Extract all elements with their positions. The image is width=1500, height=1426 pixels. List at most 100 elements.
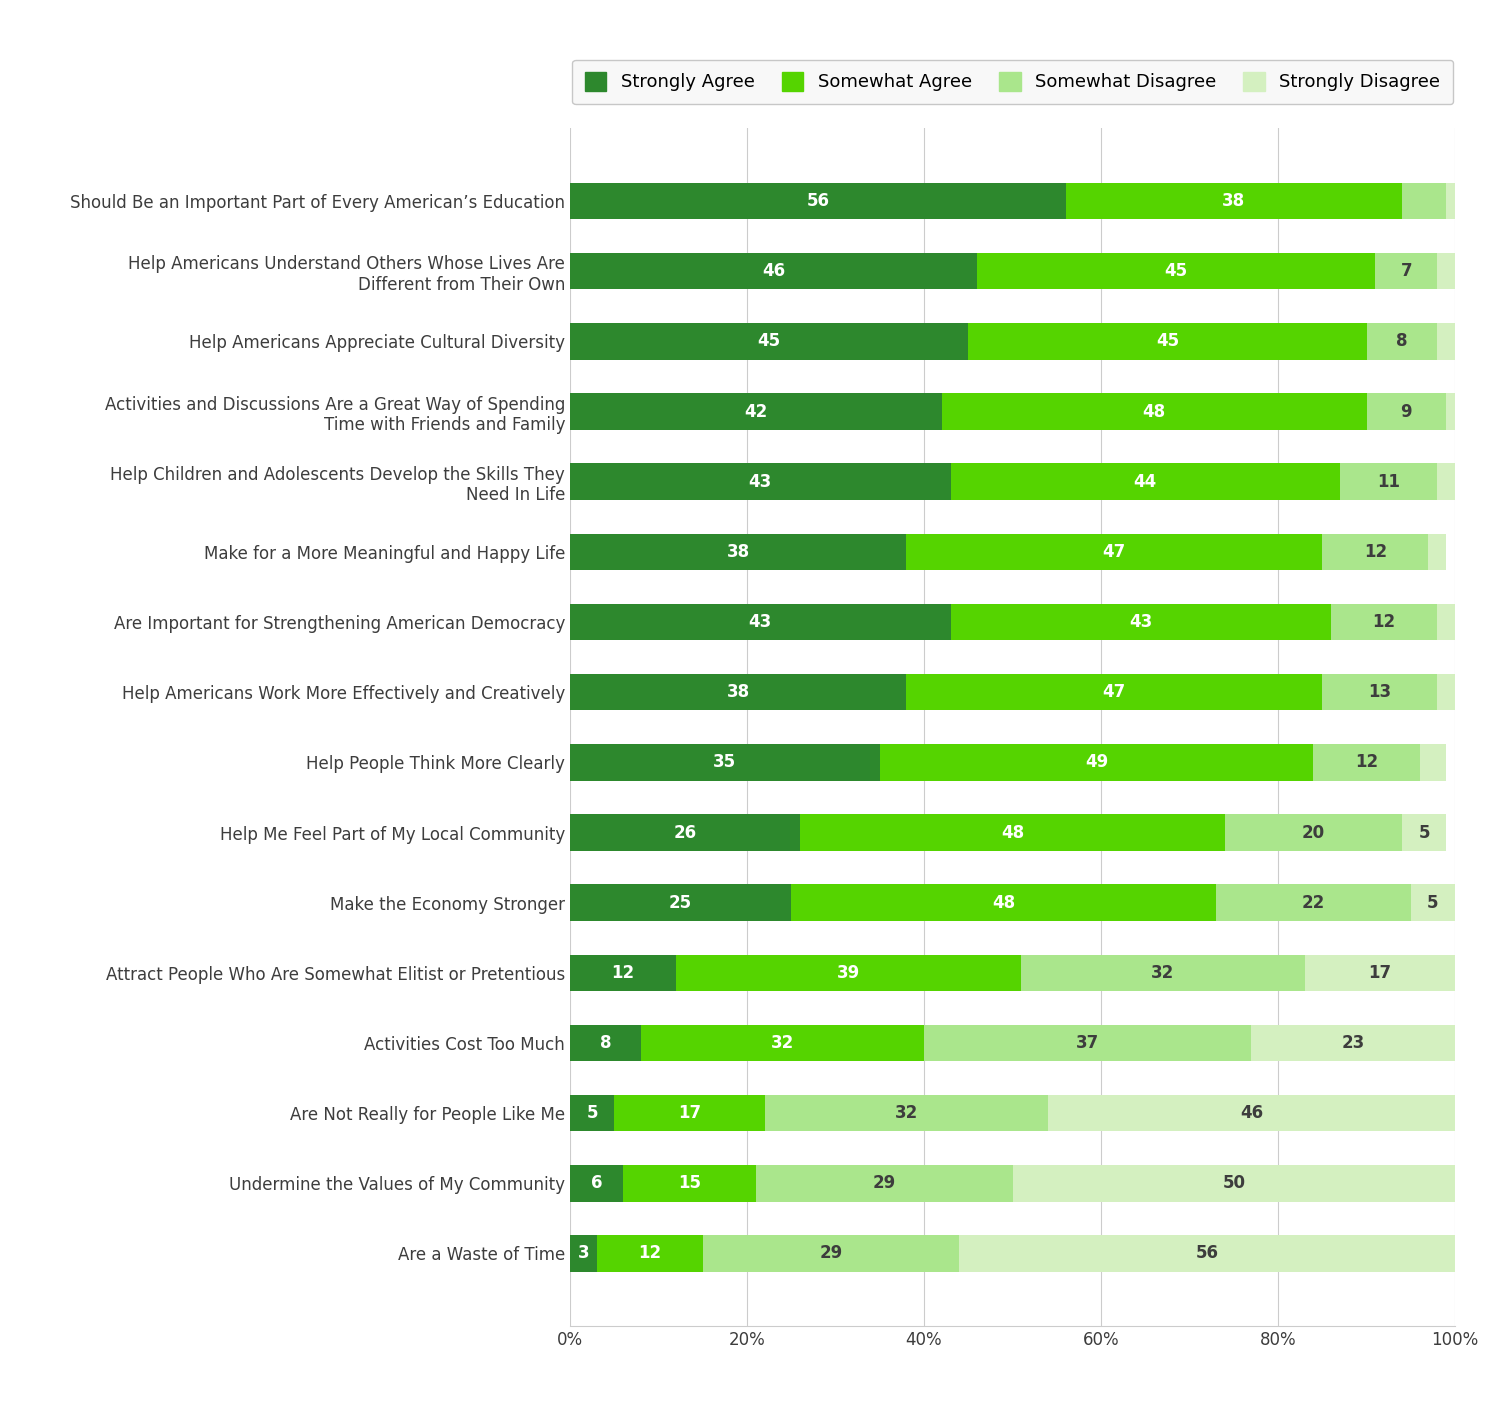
- Bar: [800, 814, 1226, 851]
- Bar: [1366, 394, 1446, 429]
- Text: 6: 6: [591, 1175, 603, 1192]
- Text: 56: 56: [807, 193, 830, 210]
- Bar: [570, 814, 800, 851]
- Text: 5: 5: [1419, 823, 1430, 841]
- Bar: [1437, 603, 1455, 640]
- Text: 20: 20: [1302, 823, 1324, 841]
- Text: 45: 45: [758, 332, 780, 351]
- Bar: [570, 463, 951, 501]
- Text: 32: 32: [894, 1104, 918, 1122]
- Text: 48: 48: [1000, 823, 1024, 841]
- Text: 38: 38: [726, 543, 750, 560]
- Text: 5: 5: [586, 1104, 598, 1122]
- Bar: [906, 674, 1323, 710]
- Text: 9: 9: [1401, 402, 1411, 421]
- Bar: [570, 252, 976, 289]
- Bar: [570, 1025, 640, 1061]
- Text: 8: 8: [600, 1034, 610, 1052]
- Bar: [570, 1235, 597, 1272]
- Bar: [1419, 744, 1446, 780]
- Bar: [702, 1235, 960, 1272]
- Bar: [924, 1025, 1251, 1061]
- Bar: [879, 744, 1314, 780]
- Bar: [570, 1095, 615, 1131]
- Bar: [906, 533, 1323, 570]
- Text: 7: 7: [1401, 262, 1411, 279]
- Text: 26: 26: [674, 823, 696, 841]
- Bar: [1410, 884, 1455, 921]
- Text: 13: 13: [1368, 683, 1392, 702]
- Text: 45: 45: [1164, 262, 1188, 279]
- Text: 29: 29: [873, 1175, 895, 1192]
- Text: 38: 38: [726, 683, 750, 702]
- Bar: [1314, 744, 1419, 780]
- Text: 32: 32: [771, 1034, 794, 1052]
- Text: 47: 47: [1102, 543, 1126, 560]
- Bar: [960, 1235, 1455, 1272]
- Text: 29: 29: [819, 1245, 843, 1262]
- Bar: [597, 1235, 702, 1272]
- Bar: [570, 394, 942, 429]
- Text: 23: 23: [1341, 1034, 1365, 1052]
- Bar: [976, 252, 1376, 289]
- Text: 22: 22: [1302, 894, 1324, 911]
- Text: 39: 39: [837, 964, 861, 983]
- Bar: [1402, 814, 1446, 851]
- Text: 50: 50: [1222, 1175, 1245, 1192]
- Text: 37: 37: [1076, 1034, 1100, 1052]
- Bar: [1446, 183, 1455, 220]
- Bar: [1437, 324, 1455, 359]
- Text: 44: 44: [1134, 472, 1156, 491]
- Text: 3: 3: [578, 1245, 590, 1262]
- Bar: [1437, 674, 1455, 710]
- Text: 49: 49: [1084, 753, 1108, 771]
- Bar: [1437, 252, 1455, 289]
- Text: 17: 17: [678, 1104, 700, 1122]
- Text: 43: 43: [748, 613, 772, 632]
- Bar: [969, 324, 1366, 359]
- Bar: [570, 954, 676, 991]
- Bar: [1226, 814, 1403, 851]
- Text: 35: 35: [714, 753, 736, 771]
- Bar: [942, 394, 1366, 429]
- Bar: [1048, 1095, 1455, 1131]
- Bar: [1323, 533, 1428, 570]
- Bar: [570, 674, 906, 710]
- Bar: [1376, 252, 1437, 289]
- Bar: [1340, 463, 1437, 501]
- Bar: [640, 1025, 924, 1061]
- Bar: [615, 1095, 765, 1131]
- Text: 12: 12: [1354, 753, 1378, 771]
- Bar: [792, 884, 1216, 921]
- Text: 46: 46: [1240, 1104, 1263, 1122]
- Bar: [951, 603, 1330, 640]
- Bar: [951, 463, 1340, 501]
- Text: 45: 45: [1156, 332, 1179, 351]
- Text: 38: 38: [1222, 193, 1245, 210]
- Text: 12: 12: [612, 964, 634, 983]
- Bar: [1330, 603, 1437, 640]
- Bar: [1428, 533, 1446, 570]
- Bar: [1366, 324, 1437, 359]
- Bar: [1216, 884, 1410, 921]
- Text: 56: 56: [1196, 1245, 1218, 1262]
- Bar: [570, 603, 951, 640]
- Text: 46: 46: [762, 262, 784, 279]
- Legend: Strongly Agree, Somewhat Agree, Somewhat Disagree, Strongly Disagree: Strongly Agree, Somewhat Agree, Somewhat…: [572, 60, 1454, 104]
- Bar: [1251, 1025, 1455, 1061]
- Text: 48: 48: [1143, 402, 1166, 421]
- Bar: [1437, 463, 1455, 501]
- Text: 17: 17: [1368, 964, 1392, 983]
- Bar: [1446, 394, 1464, 429]
- Text: 12: 12: [1372, 613, 1396, 632]
- Bar: [622, 1165, 756, 1202]
- Text: 43: 43: [748, 472, 772, 491]
- Bar: [1013, 1165, 1455, 1202]
- Text: 12: 12: [638, 1245, 662, 1262]
- Bar: [570, 744, 879, 780]
- Text: 42: 42: [744, 402, 768, 421]
- Bar: [570, 884, 792, 921]
- Text: 11: 11: [1377, 472, 1400, 491]
- Text: 5: 5: [1426, 894, 1438, 911]
- Bar: [1402, 183, 1446, 220]
